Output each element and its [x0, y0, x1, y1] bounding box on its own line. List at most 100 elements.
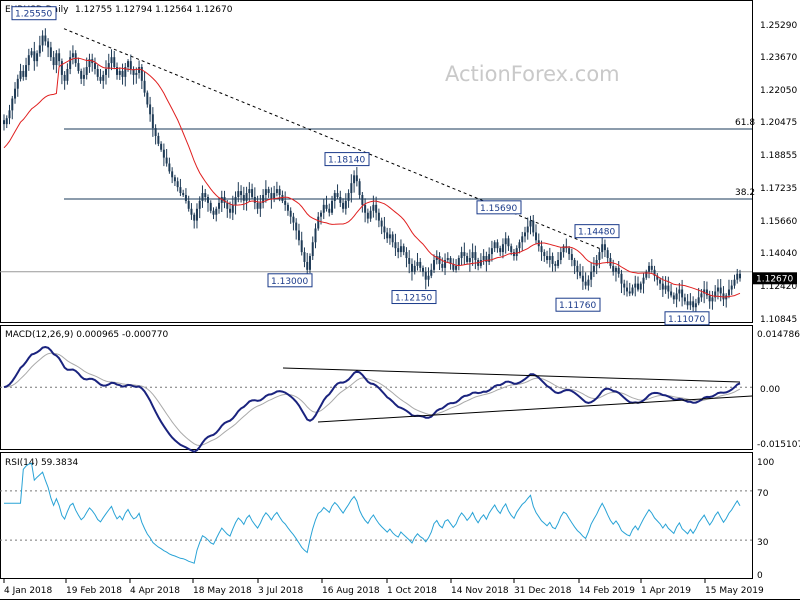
candle-body: [675, 293, 678, 300]
candle-body: [590, 271, 593, 280]
candle-body: [58, 53, 61, 62]
price-pane-frame: [0, 0, 753, 323]
candle-body: [642, 277, 645, 284]
candle-body: [543, 252, 546, 257]
fib-level-label: 61.8: [735, 118, 755, 128]
candle-body: [5, 118, 8, 125]
candle-body: [377, 212, 380, 221]
candle-body: [499, 248, 502, 253]
price-tick-label: 1.22050: [760, 86, 797, 96]
candle-body: [372, 204, 375, 211]
candle-body: [369, 210, 372, 219]
candle-body: [358, 181, 361, 196]
price-annotation-box: [555, 297, 601, 312]
candle-body: [645, 271, 648, 278]
candle-body: [482, 256, 485, 260]
candle-body: [466, 256, 469, 262]
current-price-box: [753, 272, 797, 285]
candle-body: [656, 275, 659, 280]
x-tick-label: 14 Nov 2018: [451, 586, 509, 596]
candle-body: [410, 263, 413, 272]
candle-body: [176, 181, 179, 188]
price-ohlc: 1.12755 1.12794 1.12564 1.12670: [75, 5, 233, 15]
x-tick-label: 14 Feb 2019: [579, 586, 635, 596]
candle-body: [601, 244, 604, 253]
candle-body: [463, 252, 466, 257]
candle-body: [242, 195, 245, 201]
candle-body: [193, 214, 196, 221]
candle-body: [55, 53, 58, 66]
candle-body: [80, 70, 83, 79]
candle-body: [485, 256, 488, 262]
candle-body: [402, 246, 405, 253]
candle-body: [421, 267, 424, 272]
candle-body: [25, 65, 28, 77]
candle-body: [44, 35, 47, 42]
candle-body: [703, 289, 706, 294]
candle-body: [344, 200, 347, 209]
candle-body: [474, 252, 477, 260]
candle-body: [380, 220, 383, 227]
candle-body: [617, 267, 620, 274]
candle-body: [212, 210, 215, 215]
candle-body: [733, 279, 736, 286]
candle-body: [121, 70, 124, 77]
candle-body: [146, 92, 149, 105]
candle-body: [41, 35, 44, 46]
candle-body: [455, 265, 458, 270]
candle-body: [308, 256, 311, 270]
candle-body: [303, 252, 306, 262]
price-annotation-label: 1.15690: [480, 204, 517, 214]
candle-body: [289, 210, 292, 217]
candle-body: [700, 293, 703, 298]
x-tick-label: 4 Jan 2018: [4, 586, 52, 596]
price-annotation-label: 1.18140: [328, 156, 365, 166]
candle-body: [628, 291, 631, 294]
candle-body: [562, 246, 565, 253]
candle-body: [631, 287, 634, 294]
candle-body: [678, 289, 681, 294]
candle-body: [331, 200, 334, 213]
candle-body: [138, 67, 141, 73]
candle-body: [424, 271, 427, 280]
candle-body: [347, 193, 350, 201]
candle-body: [71, 53, 74, 58]
candle-body: [353, 175, 356, 184]
candle-body: [264, 189, 267, 196]
candle-body: [546, 256, 549, 260]
candle-body: [592, 265, 595, 272]
candle-body: [3, 120, 5, 125]
candle-body: [278, 189, 281, 196]
price-tick-label: 1.25290: [760, 21, 797, 31]
candle-body: [297, 230, 300, 241]
candle-body: [419, 261, 422, 268]
candle-body: [223, 196, 226, 203]
candle-body: [171, 171, 174, 178]
candle-body: [397, 248, 400, 253]
rsi-title: RSI(14) 59.3834: [5, 458, 78, 468]
candle-body: [113, 57, 116, 68]
candle-body: [93, 63, 96, 70]
candle-body: [342, 202, 345, 209]
candle-body: [529, 220, 532, 227]
macd-title: MACD(12,26,9) 0.000965 -0.000770: [5, 330, 168, 340]
candle-body: [730, 285, 733, 290]
candle-body: [719, 287, 722, 294]
candle-body: [116, 67, 119, 75]
candle-body: [165, 157, 168, 164]
candle-body: [584, 281, 587, 286]
candle-body: [716, 287, 719, 292]
candle-body: [515, 248, 518, 257]
candle-body: [355, 175, 358, 182]
price-annotation-box: [11, 6, 57, 21]
candle-body: [405, 252, 408, 259]
candle-body: [253, 196, 256, 203]
candle-body: [532, 220, 535, 233]
candle-body: [284, 200, 287, 205]
rsi-tick-label: 100: [757, 458, 774, 468]
candle-body: [548, 256, 551, 260]
candle-body: [496, 242, 499, 249]
candle-body: [201, 193, 204, 201]
candle-body: [581, 275, 584, 282]
